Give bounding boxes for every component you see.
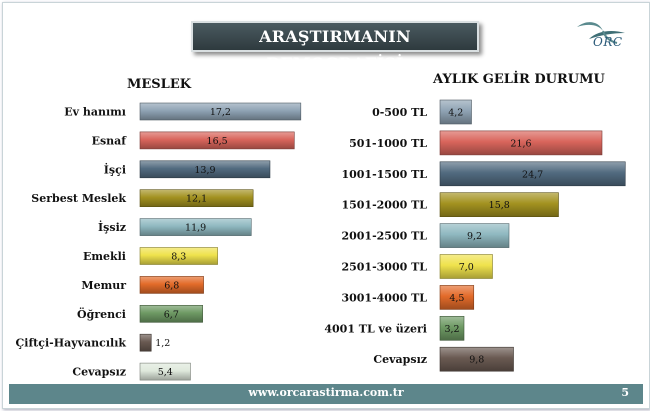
meslek-category-label-0: Ev hanımı	[64, 106, 126, 119]
meslek-value-label-6: 6,8	[164, 280, 179, 291]
meslek-value-label-9: 5,4	[158, 367, 173, 378]
gelir-category-label-8: Cevapsız	[373, 353, 427, 366]
gelir-value-label-8: 9,8	[469, 355, 484, 366]
meslek-category-label-8: Çiftçi-Hayvancılık	[16, 337, 127, 350]
meslek-bar-6	[139, 276, 204, 294]
gelir-category-label-7: 4001 TL ve üzeri	[324, 322, 427, 335]
meslek-chart: Ev hanımı 17,2 Esnaf 16,5 İşçi 13,9 Serbest Me…	[16, 102, 302, 381]
gelir-chart: 0-500 TL 4,2 501-1000 TL 21,6 1001-1500 TL 24…	[324, 99, 626, 372]
meslek-value-label-2: 13,9	[194, 165, 215, 176]
gelir-category-label-2: 1001-1500 TL	[341, 168, 427, 181]
gelir-category-label-1: 501-1000 TL	[349, 137, 427, 150]
meslek-value-label-1: 16,5	[207, 136, 228, 147]
meslek-bar-4	[139, 218, 252, 236]
logo-text: ORC	[593, 35, 623, 49]
gelir-value-label-1: 21,6	[510, 138, 531, 149]
gelir-chart-title: AYLIK GELİR DURUMU	[433, 72, 605, 87]
meslek-category-label-3: Serbest Meslek	[31, 192, 126, 205]
gelir-category-label-5: 2501-3000 TL	[341, 261, 427, 274]
meslek-bar-3	[139, 189, 254, 207]
page-number: 5	[621, 386, 629, 399]
gelir-bar-8	[439, 346, 514, 372]
gelir-bar-2	[439, 161, 626, 187]
meslek-bar-5	[139, 247, 218, 265]
meslek-value-label-7: 6,7	[164, 309, 179, 320]
meslek-bar-7	[139, 304, 203, 323]
gelir-value-label-0: 4,2	[448, 108, 463, 119]
gelir-category-label-3: 1501-2000 TL	[341, 199, 427, 212]
chart-canvas: Ev hanımı 17,2 Esnaf 16,5 İşçi 13,9 Serbest Me…	[16, 99, 626, 381]
meslek-bar-1	[139, 131, 295, 150]
meslek-category-label-4: İşsiz	[98, 220, 126, 234]
gelir-bar-1	[439, 130, 603, 156]
orc-logo-icon	[577, 22, 625, 44]
meslek-bar-9	[139, 362, 191, 381]
footer-url[interactable]: www.orcarastirma.com.tr	[248, 386, 404, 399]
gelir-bar-6	[439, 285, 475, 310]
gelir-value-label-2: 24,7	[522, 169, 543, 180]
page-title: ARAŞTIRMANIN DEMOGRAFİSİ	[191, 21, 479, 73]
meslek-value-label-5: 8,3	[171, 252, 186, 263]
meslek-category-label-5: Emekli	[83, 250, 126, 263]
meslek-bar-0	[139, 102, 302, 121]
gelir-bar-4	[439, 223, 510, 248]
gelir-category-label-4: 2001-2500 TL	[341, 230, 427, 243]
gelir-bar-7	[439, 315, 465, 341]
gelir-bar-3	[439, 192, 559, 217]
gelir-bar-0	[439, 99, 472, 125]
meslek-category-label-2: İşçi	[104, 162, 126, 176]
meslek-category-label-6: Memur	[81, 279, 126, 292]
gelir-value-label-7: 3,2	[444, 324, 459, 335]
gelir-value-label-4: 9,2	[467, 231, 482, 242]
gelir-category-label-0: 0-500 TL	[372, 106, 427, 119]
gelir-value-label-6: 4,5	[449, 293, 464, 304]
gelir-value-label-3: 15,8	[489, 200, 510, 211]
gelir-value-label-5: 7,0	[459, 262, 474, 273]
meslek-bar-8	[139, 333, 152, 352]
meslek-category-label-1: Esnaf	[92, 134, 128, 147]
meslek-category-label-7: Öğrenci	[77, 307, 126, 321]
gelir-bar-5	[439, 254, 493, 279]
meslek-value-label-0: 17,2	[210, 107, 231, 118]
meslek-value-label-8: 1,2	[155, 338, 170, 349]
meslek-value-label-4: 11,9	[185, 223, 206, 234]
gelir-category-label-6: 3001-4000 TL	[341, 291, 427, 304]
meslek-category-label-9: Cevapsız	[72, 366, 126, 379]
meslek-value-label-3: 12,1	[186, 194, 207, 205]
footer-bar: www.orcarastirma.com.tr 5	[9, 384, 643, 404]
meslek-bar-2	[139, 160, 271, 179]
meslek-chart-title: MESLEK	[127, 77, 192, 92]
